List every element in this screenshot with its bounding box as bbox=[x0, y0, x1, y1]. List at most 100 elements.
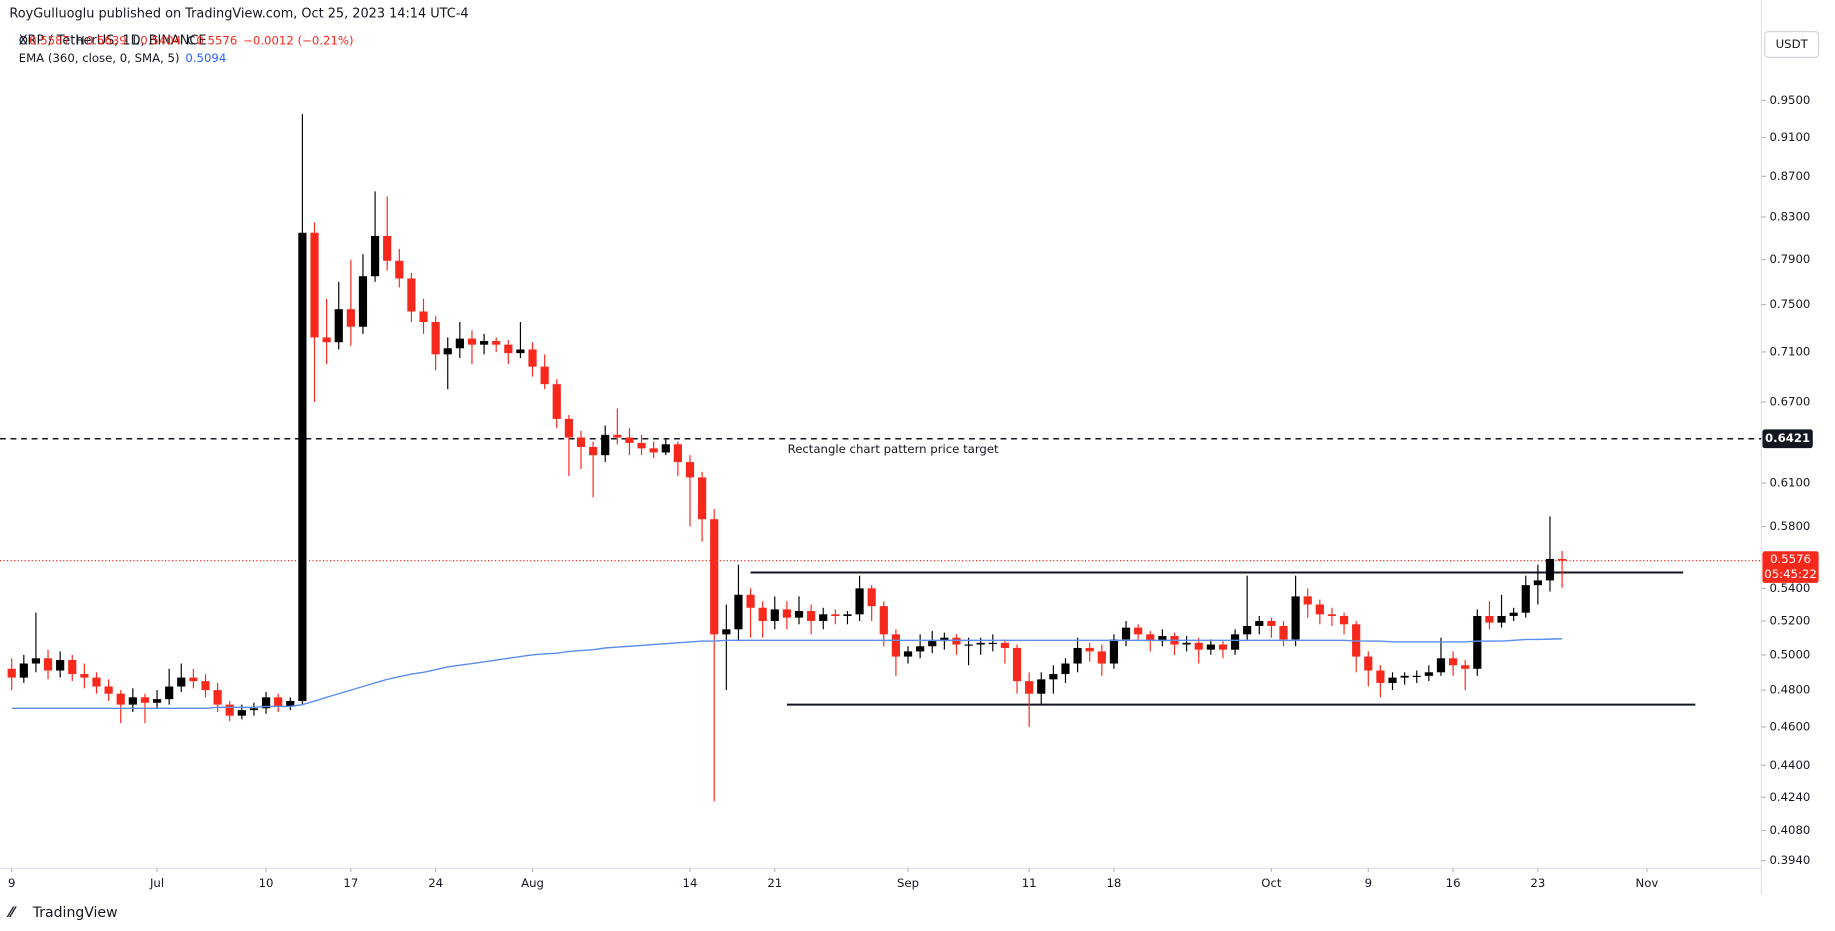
candle-body bbox=[516, 349, 525, 354]
candle-body bbox=[1545, 558, 1555, 581]
y-tick-label: 0.5000 bbox=[1769, 647, 1810, 661]
y-tick-label: 0.7500 bbox=[1769, 297, 1810, 311]
candle-body bbox=[310, 232, 319, 338]
candle-body bbox=[807, 611, 816, 621]
candle-body bbox=[1557, 558, 1567, 561]
y-tick-label: 0.8700 bbox=[1769, 169, 1810, 183]
y-tick-label: 0.7900 bbox=[1769, 252, 1810, 266]
y-tick-label: 0.8300 bbox=[1769, 210, 1810, 224]
footer-brand: TradingView bbox=[32, 905, 118, 921]
candle-body bbox=[879, 606, 888, 635]
candle-body bbox=[407, 278, 416, 312]
y-tick-label: 0.3940 bbox=[1769, 853, 1810, 867]
last-price-badge bbox=[1762, 551, 1819, 583]
candle-body bbox=[298, 232, 307, 701]
price-badge bbox=[1762, 429, 1813, 449]
candle-body bbox=[1182, 642, 1191, 645]
legend-value: −0.0012 (−0.21%) bbox=[243, 33, 353, 47]
ema-value: 0.5094 bbox=[185, 51, 226, 65]
candle-body bbox=[1412, 675, 1421, 677]
candle-body bbox=[1364, 656, 1373, 671]
candle-body bbox=[1037, 679, 1046, 694]
candle-body bbox=[213, 690, 222, 705]
candle-body bbox=[1473, 615, 1482, 669]
symbol: XRP / TetherUS, 1D, BINANCE bbox=[19, 33, 207, 48]
candle-body bbox=[1533, 580, 1542, 586]
level-label: Rectangle chart pattern price target bbox=[788, 442, 999, 456]
publisher: RoyGulluoglu published on TradingView.co… bbox=[9, 7, 468, 22]
y-tick-label: 0.6700 bbox=[1769, 395, 1810, 409]
candle-body bbox=[7, 668, 16, 678]
x-tick-label: 16 bbox=[1446, 876, 1461, 890]
candle-body bbox=[1461, 665, 1470, 669]
candle-body bbox=[1448, 658, 1458, 666]
candle-body bbox=[431, 322, 440, 355]
candle-body bbox=[1267, 620, 1276, 626]
candle-body bbox=[1025, 681, 1034, 694]
legend-value: 0.5639 bbox=[86, 33, 127, 47]
candle-body bbox=[952, 637, 961, 645]
candle-body bbox=[564, 418, 573, 438]
y-tick-label: 0.4600 bbox=[1769, 719, 1810, 733]
y-tick-label: 0.6100 bbox=[1769, 476, 1810, 490]
candle-body bbox=[140, 697, 150, 703]
candle-body bbox=[1085, 647, 1094, 652]
candle-body bbox=[819, 614, 828, 621]
candle-body bbox=[346, 309, 355, 327]
candle-body bbox=[1121, 627, 1131, 640]
x-tick-label: 9 bbox=[1365, 876, 1372, 890]
candle-body bbox=[1327, 614, 1337, 616]
candle-body bbox=[419, 311, 428, 323]
x-tick-label: 9 bbox=[8, 876, 15, 890]
candle-body bbox=[540, 366, 549, 385]
candle-body bbox=[68, 660, 77, 675]
candle-body bbox=[1158, 636, 1167, 642]
ema-name: EMA (360, close, 0, SMA, 5) bbox=[19, 51, 180, 65]
candle-body bbox=[1206, 644, 1215, 650]
candle-body bbox=[770, 609, 779, 621]
candle-body bbox=[1255, 620, 1264, 626]
candle-body bbox=[794, 611, 804, 618]
x-tick-label: Nov bbox=[1635, 876, 1658, 890]
candle-body bbox=[964, 644, 973, 646]
candle-body bbox=[867, 588, 876, 607]
candle-body bbox=[1279, 625, 1288, 640]
candle-body bbox=[758, 607, 767, 621]
candle-body bbox=[1521, 585, 1530, 613]
candle-body bbox=[552, 384, 561, 419]
candle-body bbox=[225, 704, 234, 716]
candle-body bbox=[661, 444, 670, 453]
candle-body bbox=[1291, 596, 1300, 640]
candle-body bbox=[1485, 615, 1494, 623]
candle-body bbox=[104, 686, 113, 694]
y-tick-label: 0.4800 bbox=[1769, 683, 1810, 697]
candle-body bbox=[1073, 647, 1082, 664]
y-tick-label: 0.4240 bbox=[1769, 790, 1810, 804]
candle-body bbox=[1000, 642, 1010, 648]
y-tick-label: 0.4400 bbox=[1769, 758, 1810, 772]
legend-value: 0.5576 bbox=[196, 33, 237, 47]
x-tick-label: 23 bbox=[1530, 876, 1545, 890]
candle-body bbox=[249, 708, 259, 711]
candle-body bbox=[1049, 674, 1058, 680]
y-tick-label: 0.5800 bbox=[1769, 519, 1810, 533]
candle-body bbox=[383, 235, 392, 261]
candle-body bbox=[1315, 604, 1324, 615]
y-tick-label: 0.5200 bbox=[1769, 613, 1810, 627]
candle-body bbox=[673, 444, 682, 463]
currency-button[interactable] bbox=[1764, 31, 1820, 58]
candle-body bbox=[1243, 625, 1252, 635]
candle-body bbox=[855, 588, 864, 615]
candle-body bbox=[1509, 612, 1518, 616]
candle-body bbox=[1339, 615, 1349, 625]
candle-body bbox=[637, 442, 646, 449]
candle-body bbox=[528, 349, 537, 367]
x-tick-label: Jul bbox=[149, 876, 164, 890]
candle-body bbox=[322, 337, 331, 343]
currency: USDT bbox=[1776, 37, 1809, 51]
candle-body bbox=[261, 697, 271, 709]
candle-body bbox=[685, 462, 695, 478]
candle-body bbox=[274, 697, 283, 707]
